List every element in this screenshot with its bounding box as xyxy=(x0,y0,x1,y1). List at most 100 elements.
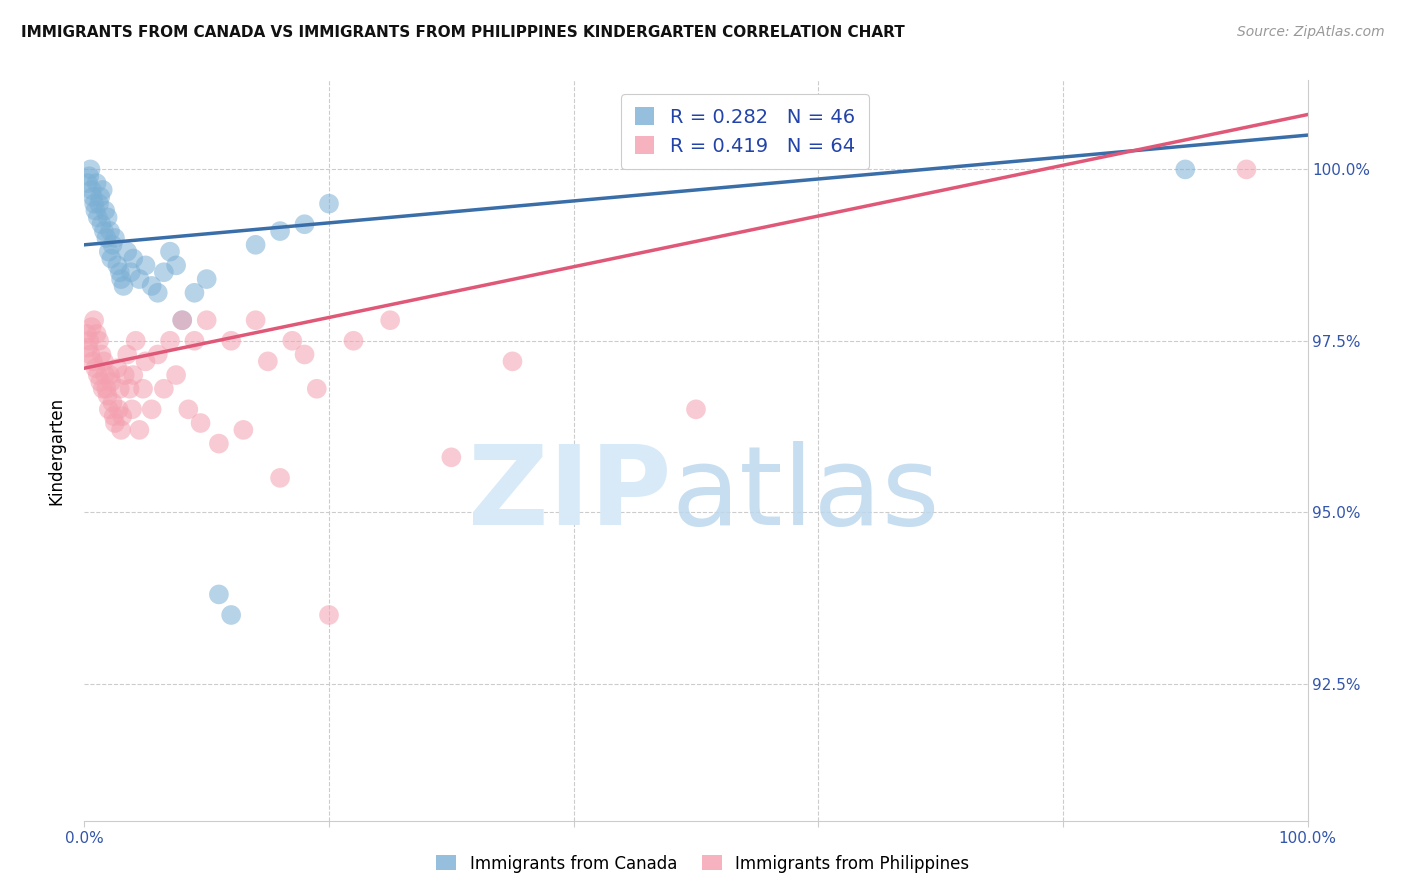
Point xyxy=(94,203,117,218)
Point xyxy=(97,402,120,417)
Point xyxy=(83,313,105,327)
Point xyxy=(105,259,128,273)
Point xyxy=(183,334,205,348)
Point xyxy=(305,382,328,396)
Point xyxy=(135,259,157,273)
Point xyxy=(87,368,110,382)
Point xyxy=(208,587,231,601)
Point xyxy=(108,265,131,279)
Point xyxy=(177,402,200,417)
Point xyxy=(135,354,157,368)
Point xyxy=(80,183,103,197)
Text: IMMIGRANTS FROM CANADA VS IMMIGRANTS FROM PHILIPPINES KINDERGARTEN CORRELATION C: IMMIGRANTS FROM CANADA VS IMMIGRANTS FRO… xyxy=(21,25,905,40)
Point xyxy=(208,436,231,450)
Point xyxy=(77,334,100,348)
Point xyxy=(114,368,136,382)
Point xyxy=(96,231,118,245)
Point xyxy=(84,361,107,376)
Point xyxy=(100,375,122,389)
Point xyxy=(97,211,120,225)
Point xyxy=(97,244,120,259)
Point xyxy=(97,389,120,403)
Point xyxy=(219,607,242,622)
Point xyxy=(172,313,194,327)
Point xyxy=(440,450,463,465)
Point xyxy=(125,334,148,348)
Point xyxy=(82,190,104,204)
Point xyxy=(86,176,108,190)
Point xyxy=(96,382,118,396)
Point xyxy=(79,347,101,361)
Point xyxy=(77,176,100,190)
Point xyxy=(380,313,402,327)
Point xyxy=(159,244,181,259)
Text: atlas: atlas xyxy=(672,442,941,549)
Point xyxy=(195,313,218,327)
Point xyxy=(80,320,103,334)
Point xyxy=(104,231,127,245)
Point xyxy=(122,252,145,266)
Point xyxy=(132,382,155,396)
Point xyxy=(685,402,707,417)
Point xyxy=(318,607,340,622)
Point xyxy=(104,416,127,430)
Point xyxy=(219,334,242,348)
Point xyxy=(101,395,124,409)
Point xyxy=(269,224,291,238)
Point xyxy=(105,361,128,376)
Point xyxy=(153,382,176,396)
Point xyxy=(122,368,145,382)
Point xyxy=(257,354,280,368)
Point xyxy=(101,237,124,252)
Point xyxy=(84,203,107,218)
Point xyxy=(93,224,115,238)
Point xyxy=(98,224,121,238)
Point xyxy=(87,196,110,211)
Point xyxy=(294,217,316,231)
Point xyxy=(1174,162,1197,177)
Point xyxy=(90,347,112,361)
Point xyxy=(77,169,100,184)
Point xyxy=(82,354,104,368)
Point xyxy=(91,382,114,396)
Point xyxy=(111,409,134,424)
Point xyxy=(153,265,176,279)
Text: ZIP: ZIP xyxy=(468,442,672,549)
Point xyxy=(121,402,143,417)
Legend: Immigrants from Canada, Immigrants from Philippines: Immigrants from Canada, Immigrants from … xyxy=(430,848,976,880)
Point xyxy=(128,272,150,286)
Point xyxy=(281,334,304,348)
Point xyxy=(89,375,111,389)
Point xyxy=(1236,162,1258,177)
Point xyxy=(108,382,131,396)
Point xyxy=(120,265,142,279)
Point xyxy=(100,252,122,266)
Point xyxy=(110,423,132,437)
Point xyxy=(183,285,205,300)
Point xyxy=(118,382,141,396)
Point xyxy=(115,347,138,361)
Point xyxy=(195,272,218,286)
Point xyxy=(141,402,163,417)
Point xyxy=(89,190,111,204)
Point xyxy=(172,313,194,327)
Point xyxy=(146,285,169,300)
Point xyxy=(103,409,125,424)
Point xyxy=(190,416,212,430)
Point xyxy=(107,402,129,417)
Point xyxy=(159,334,181,348)
Point xyxy=(342,334,364,348)
Point xyxy=(77,341,100,355)
Y-axis label: Kindergarten: Kindergarten xyxy=(48,396,66,505)
Point xyxy=(86,326,108,341)
Point xyxy=(245,237,267,252)
Point xyxy=(91,183,114,197)
Point xyxy=(87,334,110,348)
Legend: R = 0.282   N = 46, R = 0.419   N = 64: R = 0.282 N = 46, R = 0.419 N = 64 xyxy=(621,94,869,169)
Point xyxy=(165,259,187,273)
Point xyxy=(79,162,101,177)
Point xyxy=(110,272,132,286)
Point xyxy=(112,279,135,293)
Point xyxy=(146,347,169,361)
Point xyxy=(76,326,98,341)
